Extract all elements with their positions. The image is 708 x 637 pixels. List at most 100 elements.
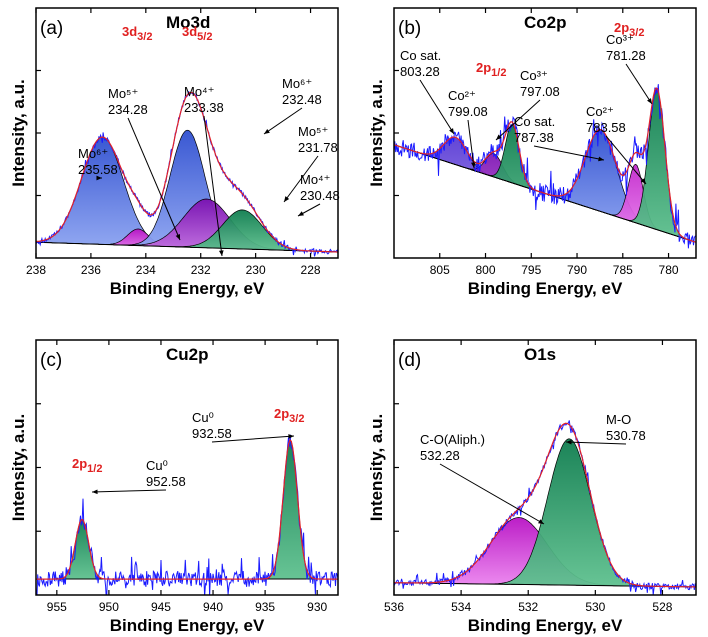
panel-b: 805 800 795 790 785 780 Binding Energy, eV Inte… xyxy=(367,7,697,298)
annotation-text-a-5-0: Mo⁴⁺ xyxy=(300,172,331,187)
annotation-d-0: C-O(Aliph.)532.28 xyxy=(420,432,545,525)
panel-label-b: (b) xyxy=(398,18,421,39)
xtick-label-d-0: 536 xyxy=(384,600,404,614)
annotation-arrowhead-a-5 xyxy=(298,211,304,216)
annotation-b-0: Co sat.803.28 xyxy=(400,48,455,135)
annotation-text-a-2-0: Mo⁴⁺ xyxy=(184,84,215,99)
annotation-text-d-0-0: C-O(Aliph.) xyxy=(420,432,485,447)
annotation-text-b-0-0: Co sat. xyxy=(400,48,441,63)
panel-label-d: (d) xyxy=(398,350,421,371)
raw-spectrum-b xyxy=(394,84,696,249)
plot-area-d xyxy=(394,420,696,595)
annotation-arrowhead-d-1 xyxy=(566,439,572,445)
annotation-text-c-1-0: Cu⁰ xyxy=(192,410,214,425)
x-axis-label-b: Binding Energy, eV xyxy=(468,279,623,298)
annotation-text-d-0-1: 532.28 xyxy=(420,448,460,463)
annotation-arrow-b-1 xyxy=(467,119,475,169)
annotation-arrow-b-0 xyxy=(419,79,455,135)
xtick-label-b-4: 785 xyxy=(613,263,633,277)
xtick-label-c-4: 935 xyxy=(255,600,275,614)
panel-title-c: Cu2p xyxy=(166,345,209,364)
annotation-arrowhead-a-0 xyxy=(96,175,102,181)
annotation-b-1: Co²⁺799.08 xyxy=(448,88,488,169)
annotation-arrow-b-5 xyxy=(625,63,653,105)
y-axis-label-d: Intensity, a.u. xyxy=(367,414,386,521)
annotation-arrow-c-0 xyxy=(91,489,167,493)
annotation-b-5: Co³⁺781.28 xyxy=(606,32,653,105)
panel-title-a: Mo3d xyxy=(166,13,210,32)
xtick-label-b-5: 780 xyxy=(659,263,679,277)
xtick-label-d-3: 530 xyxy=(585,600,605,614)
panel-a: 238 236 234 232 230 228 Binding Energy, eV Inte… xyxy=(9,7,340,298)
xtick-label-c-0: 955 xyxy=(47,600,67,614)
annotation-a-4: Mo⁵⁺231.78 xyxy=(283,124,338,203)
annotation-text-b-5-0: Co³⁺ xyxy=(606,32,634,47)
orbital-label-b-1: 2p3/2 xyxy=(614,20,644,39)
orbital-label-a-1: 3d5/2 xyxy=(182,24,212,43)
annotation-arrowhead-b-2 xyxy=(496,134,502,140)
annotation-text-b-3-1: 787.38 xyxy=(514,130,554,145)
annotation-text-b-2-0: Co³⁺ xyxy=(520,68,548,83)
annotation-arrowhead-a-2 xyxy=(218,250,224,256)
annotation-arrowhead-c-0 xyxy=(92,489,98,495)
annotation-text-a-0-0: Mo⁶⁺ xyxy=(78,146,108,161)
xtick-label-a-4: 230 xyxy=(246,263,266,277)
x-axis-label-c: Binding Energy, eV xyxy=(110,616,265,635)
annotation-text-b-0-1: 803.28 xyxy=(400,64,440,79)
annotation-text-b-3-0: Co sat. xyxy=(514,114,555,129)
y-axis-label-a: Intensity, a.u. xyxy=(9,79,28,186)
annotation-a-2: Mo⁴⁺233.38 xyxy=(184,84,224,257)
xtick-label-b-3: 790 xyxy=(567,263,587,277)
annotation-arrow-c-1 xyxy=(211,435,295,443)
panel-title-b: Co2p xyxy=(524,13,567,32)
annotation-arrowhead-a-3 xyxy=(264,128,270,134)
annotation-a-3: Mo⁶⁺232.48 xyxy=(263,76,322,135)
fit-envelope-a xyxy=(36,91,338,253)
annotation-arrowhead-b-4 xyxy=(640,178,646,184)
xtick-label-a-0: 238 xyxy=(26,263,46,277)
panel-title-d: O1s xyxy=(524,345,556,364)
y-axis-label-c: Intensity, a.u. xyxy=(9,414,28,521)
xtick-label-b-2: 795 xyxy=(521,263,541,277)
annotation-arrowhead-a-1 xyxy=(175,234,180,240)
plot-area-c xyxy=(36,434,338,595)
xtick-label-c-1: 950 xyxy=(99,600,119,614)
annotation-arrowhead-d-0 xyxy=(538,519,544,524)
xtick-label-a-2: 234 xyxy=(136,263,156,277)
annotation-text-b-1-1: 799.08 xyxy=(448,104,488,119)
x-axis-label-a: Binding Energy, eV xyxy=(110,279,265,298)
annotation-b-2: Co³⁺797.08 xyxy=(495,68,560,141)
annotation-text-a-0-1: 235.58 xyxy=(78,162,118,177)
annotation-arrow-a-1 xyxy=(127,117,181,241)
annotation-text-b-4-0: Co²⁺ xyxy=(586,104,614,119)
panel-c: 955 950 945 940 935 930 Binding Energy, eV Inte… xyxy=(9,339,339,635)
xtick-label-d-2: 532 xyxy=(518,600,538,614)
xtick-label-a-5: 228 xyxy=(301,263,321,277)
annotation-text-a-2-1: 233.38 xyxy=(184,100,224,115)
annotation-text-a-4-0: Mo⁵⁺ xyxy=(298,124,328,139)
annotation-arrowhead-c-1 xyxy=(288,434,294,439)
baseline-a xyxy=(36,241,338,253)
plot-area-a xyxy=(36,91,338,257)
annotation-arrow-b-4 xyxy=(605,135,647,185)
raw-spectrum-c xyxy=(36,434,338,595)
annotation-arrow-d-0 xyxy=(439,463,545,525)
annotation-text-d-1-0: M-O xyxy=(606,412,631,427)
orbital-label-b-0: 2p1/2 xyxy=(476,60,506,79)
annotation-text-a-5-1: 230.48 xyxy=(300,188,340,203)
fit-envelope-d xyxy=(394,422,696,588)
orbital-label-a-0: 3d3/2 xyxy=(122,24,152,43)
xtick-label-c-2: 945 xyxy=(151,600,171,614)
y-axis-label-b: Intensity, a.u. xyxy=(367,79,386,186)
annotation-arrowhead-b-1 xyxy=(470,162,476,168)
panel-label-a: (a) xyxy=(40,18,63,39)
annotation-arrowhead-b-3 xyxy=(598,156,604,162)
plot-area-b xyxy=(394,84,696,249)
annotation-text-b-4-1: 783.58 xyxy=(586,120,626,135)
annotation-text-d-1-1: 530.78 xyxy=(606,428,646,443)
annotation-arrow-d-1 xyxy=(565,441,627,445)
